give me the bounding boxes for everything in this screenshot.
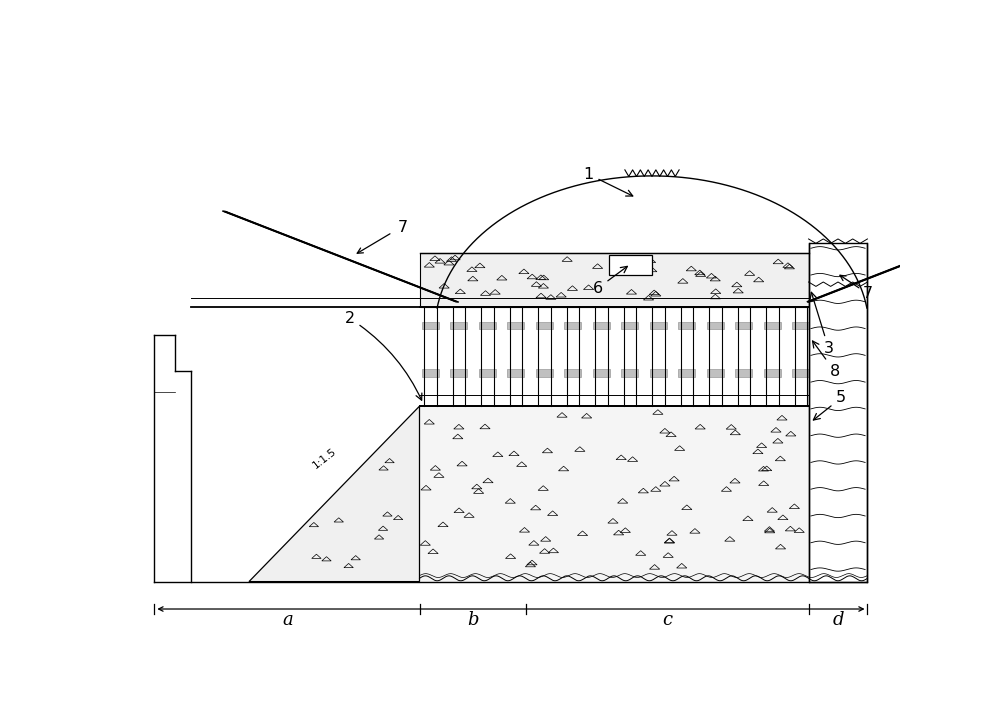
Bar [792, 322, 809, 330]
Bar [420, 406, 809, 582]
Bar [764, 322, 781, 330]
Bar [507, 370, 524, 377]
Bar [564, 370, 581, 377]
Text: c: c [662, 611, 673, 629]
Text: 3: 3 [810, 293, 834, 356]
Bar [809, 243, 867, 582]
Bar [707, 370, 724, 377]
Text: 1: 1 [583, 167, 633, 196]
Text: 7: 7 [862, 286, 873, 301]
Polygon shape [249, 406, 420, 582]
Bar [621, 370, 638, 377]
Bar [650, 322, 667, 330]
Text: 7: 7 [397, 221, 408, 236]
Bar [593, 370, 610, 377]
Bar [479, 322, 496, 330]
Text: 5: 5 [813, 390, 846, 420]
Bar [735, 322, 752, 330]
Bar [609, 256, 652, 275]
Text: 6: 6 [593, 266, 627, 295]
Bar [422, 322, 439, 330]
Bar [420, 253, 809, 308]
Bar [593, 322, 610, 330]
Bar [678, 322, 695, 330]
Bar [564, 322, 581, 330]
Bar [536, 322, 553, 330]
Bar [450, 322, 467, 330]
Bar [735, 370, 752, 377]
Text: b: b [467, 611, 479, 629]
Text: 1:1.5: 1:1.5 [311, 446, 339, 471]
Bar [678, 370, 695, 377]
Text: a: a [282, 611, 293, 629]
Bar [479, 370, 496, 377]
Text: 8: 8 [813, 341, 840, 379]
Bar [650, 370, 667, 377]
Bar [507, 322, 524, 330]
Bar [792, 370, 809, 377]
Text: 2: 2 [345, 311, 422, 400]
Bar [450, 370, 467, 377]
Bar [621, 322, 638, 330]
Bar [707, 322, 724, 330]
Bar [764, 370, 781, 377]
Text: d: d [832, 611, 844, 629]
Bar [422, 370, 439, 377]
Bar [536, 370, 553, 377]
